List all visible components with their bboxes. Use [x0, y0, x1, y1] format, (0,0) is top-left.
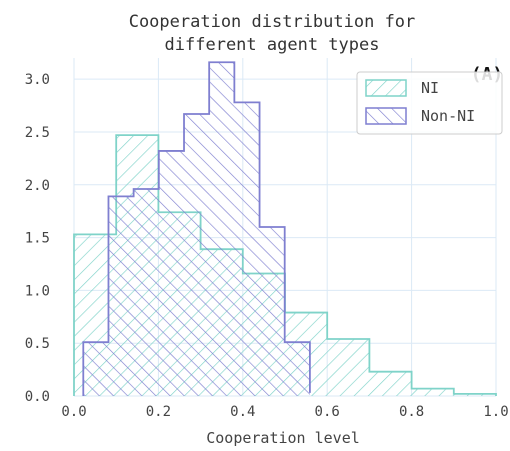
y-tick-label: 1.0	[25, 283, 50, 299]
y-tick-label: 3.0	[25, 72, 50, 88]
x-tick-labels: 0.0 0.2 0.4 0.6 0.8 1.0	[61, 404, 508, 420]
bar-ni-9	[453, 393, 496, 396]
bar-non-ni-8	[284, 342, 310, 396]
legend-swatch-ni	[365, 79, 407, 97]
histogram-bars	[73, 61, 497, 397]
x-tick-label: 0.2	[146, 404, 171, 420]
x-tick-label: 0.0	[61, 404, 86, 420]
bar-non-ni-6	[234, 102, 260, 397]
x-tick-label: 0.8	[399, 404, 424, 420]
bar-ni-6	[327, 338, 370, 396]
y-tick-label: 2.5	[25, 125, 50, 141]
y-tick-label: 0.0	[25, 389, 50, 405]
x-axis-label: Cooperation level	[206, 429, 360, 447]
x-tick-label: 0.6	[315, 404, 340, 420]
legend: NI Non-NI	[356, 71, 503, 135]
bar-non-ni-7	[259, 227, 285, 396]
y-tick-label: 1.5	[25, 231, 50, 247]
y-tick-label: 0.5	[25, 336, 50, 352]
legend-label-non-ni: Non-NI	[421, 107, 475, 125]
x-tick-label: 0.4	[230, 404, 255, 420]
bar-non-ni-1	[108, 196, 134, 396]
chart-title-line2: different agent types	[165, 35, 380, 55]
legend-swatch-non-ni	[365, 107, 407, 125]
chart-title-line1: Cooperation distribution for	[129, 12, 416, 32]
bar-non-ni-3	[158, 150, 185, 396]
outline-non-ni	[82, 61, 311, 396]
y-tick-labels: 0.0 0.5 1.0 1.5 2.0 2.5 3.0	[25, 72, 50, 405]
x-tick-label: 1.0	[483, 404, 508, 420]
bar-ni-8	[411, 388, 454, 396]
y-tick-label: 2.0	[25, 178, 50, 194]
bar-ni-7	[369, 371, 412, 396]
bar-non-ni-2	[133, 188, 159, 396]
legend-label-ni: NI	[421, 79, 439, 97]
bar-non-ni-4	[184, 113, 210, 396]
bar-non-ni-0	[83, 342, 109, 396]
bar-non-ni-5	[209, 62, 235, 396]
